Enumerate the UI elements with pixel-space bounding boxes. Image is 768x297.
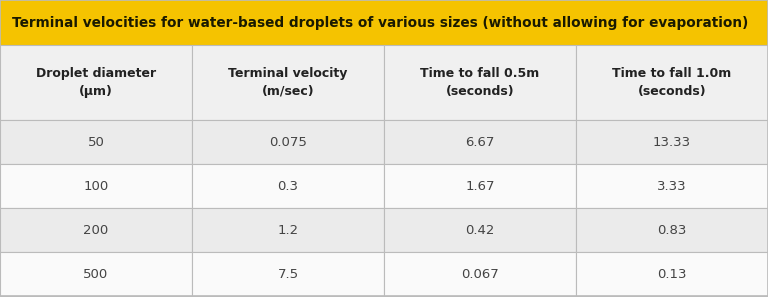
Text: Terminal velocities for water-based droplets of various sizes (without allowing : Terminal velocities for water-based drop…	[12, 15, 748, 29]
Bar	[0, 120, 192, 164]
Text: 0.067: 0.067	[461, 268, 499, 280]
Bar	[192, 208, 384, 252]
Text: 0.83: 0.83	[657, 224, 687, 236]
Bar	[384, 252, 576, 296]
Bar	[576, 252, 768, 296]
Text: 50: 50	[88, 135, 104, 148]
Text: Droplet diameter
(μm): Droplet diameter (μm)	[36, 67, 156, 98]
Text: 0.42: 0.42	[465, 224, 495, 236]
Text: 100: 100	[84, 179, 108, 192]
Bar	[0, 45, 192, 120]
Bar	[0, 208, 192, 252]
Bar	[384, 208, 576, 252]
Text: 500: 500	[84, 268, 108, 280]
Text: 6.67: 6.67	[465, 135, 495, 148]
Text: 7.5: 7.5	[277, 268, 299, 280]
Bar	[576, 208, 768, 252]
Bar	[192, 164, 384, 208]
Text: 0.13: 0.13	[657, 268, 687, 280]
Text: 1.2: 1.2	[277, 224, 299, 236]
Text: 200: 200	[84, 224, 108, 236]
Bar	[384, 120, 576, 164]
Text: 1.67: 1.67	[465, 179, 495, 192]
Bar	[192, 120, 384, 164]
Bar	[192, 45, 384, 120]
Bar	[0, 252, 192, 296]
Bar	[0, 164, 192, 208]
Text: Time to fall 0.5m
(seconds): Time to fall 0.5m (seconds)	[420, 67, 540, 98]
Text: 3.33: 3.33	[657, 179, 687, 192]
Bar	[192, 252, 384, 296]
Text: 0.075: 0.075	[269, 135, 307, 148]
Bar	[384, 164, 576, 208]
Text: 0.3: 0.3	[277, 179, 299, 192]
Bar	[384, 45, 576, 120]
Bar	[576, 45, 768, 120]
Bar	[576, 164, 768, 208]
Text: Time to fall 1.0m
(seconds): Time to fall 1.0m (seconds)	[612, 67, 732, 98]
Bar	[576, 120, 768, 164]
Text: Terminal velocity
(m/sec): Terminal velocity (m/sec)	[228, 67, 348, 98]
Bar	[0, 0, 768, 45]
Text: 13.33: 13.33	[653, 135, 691, 148]
